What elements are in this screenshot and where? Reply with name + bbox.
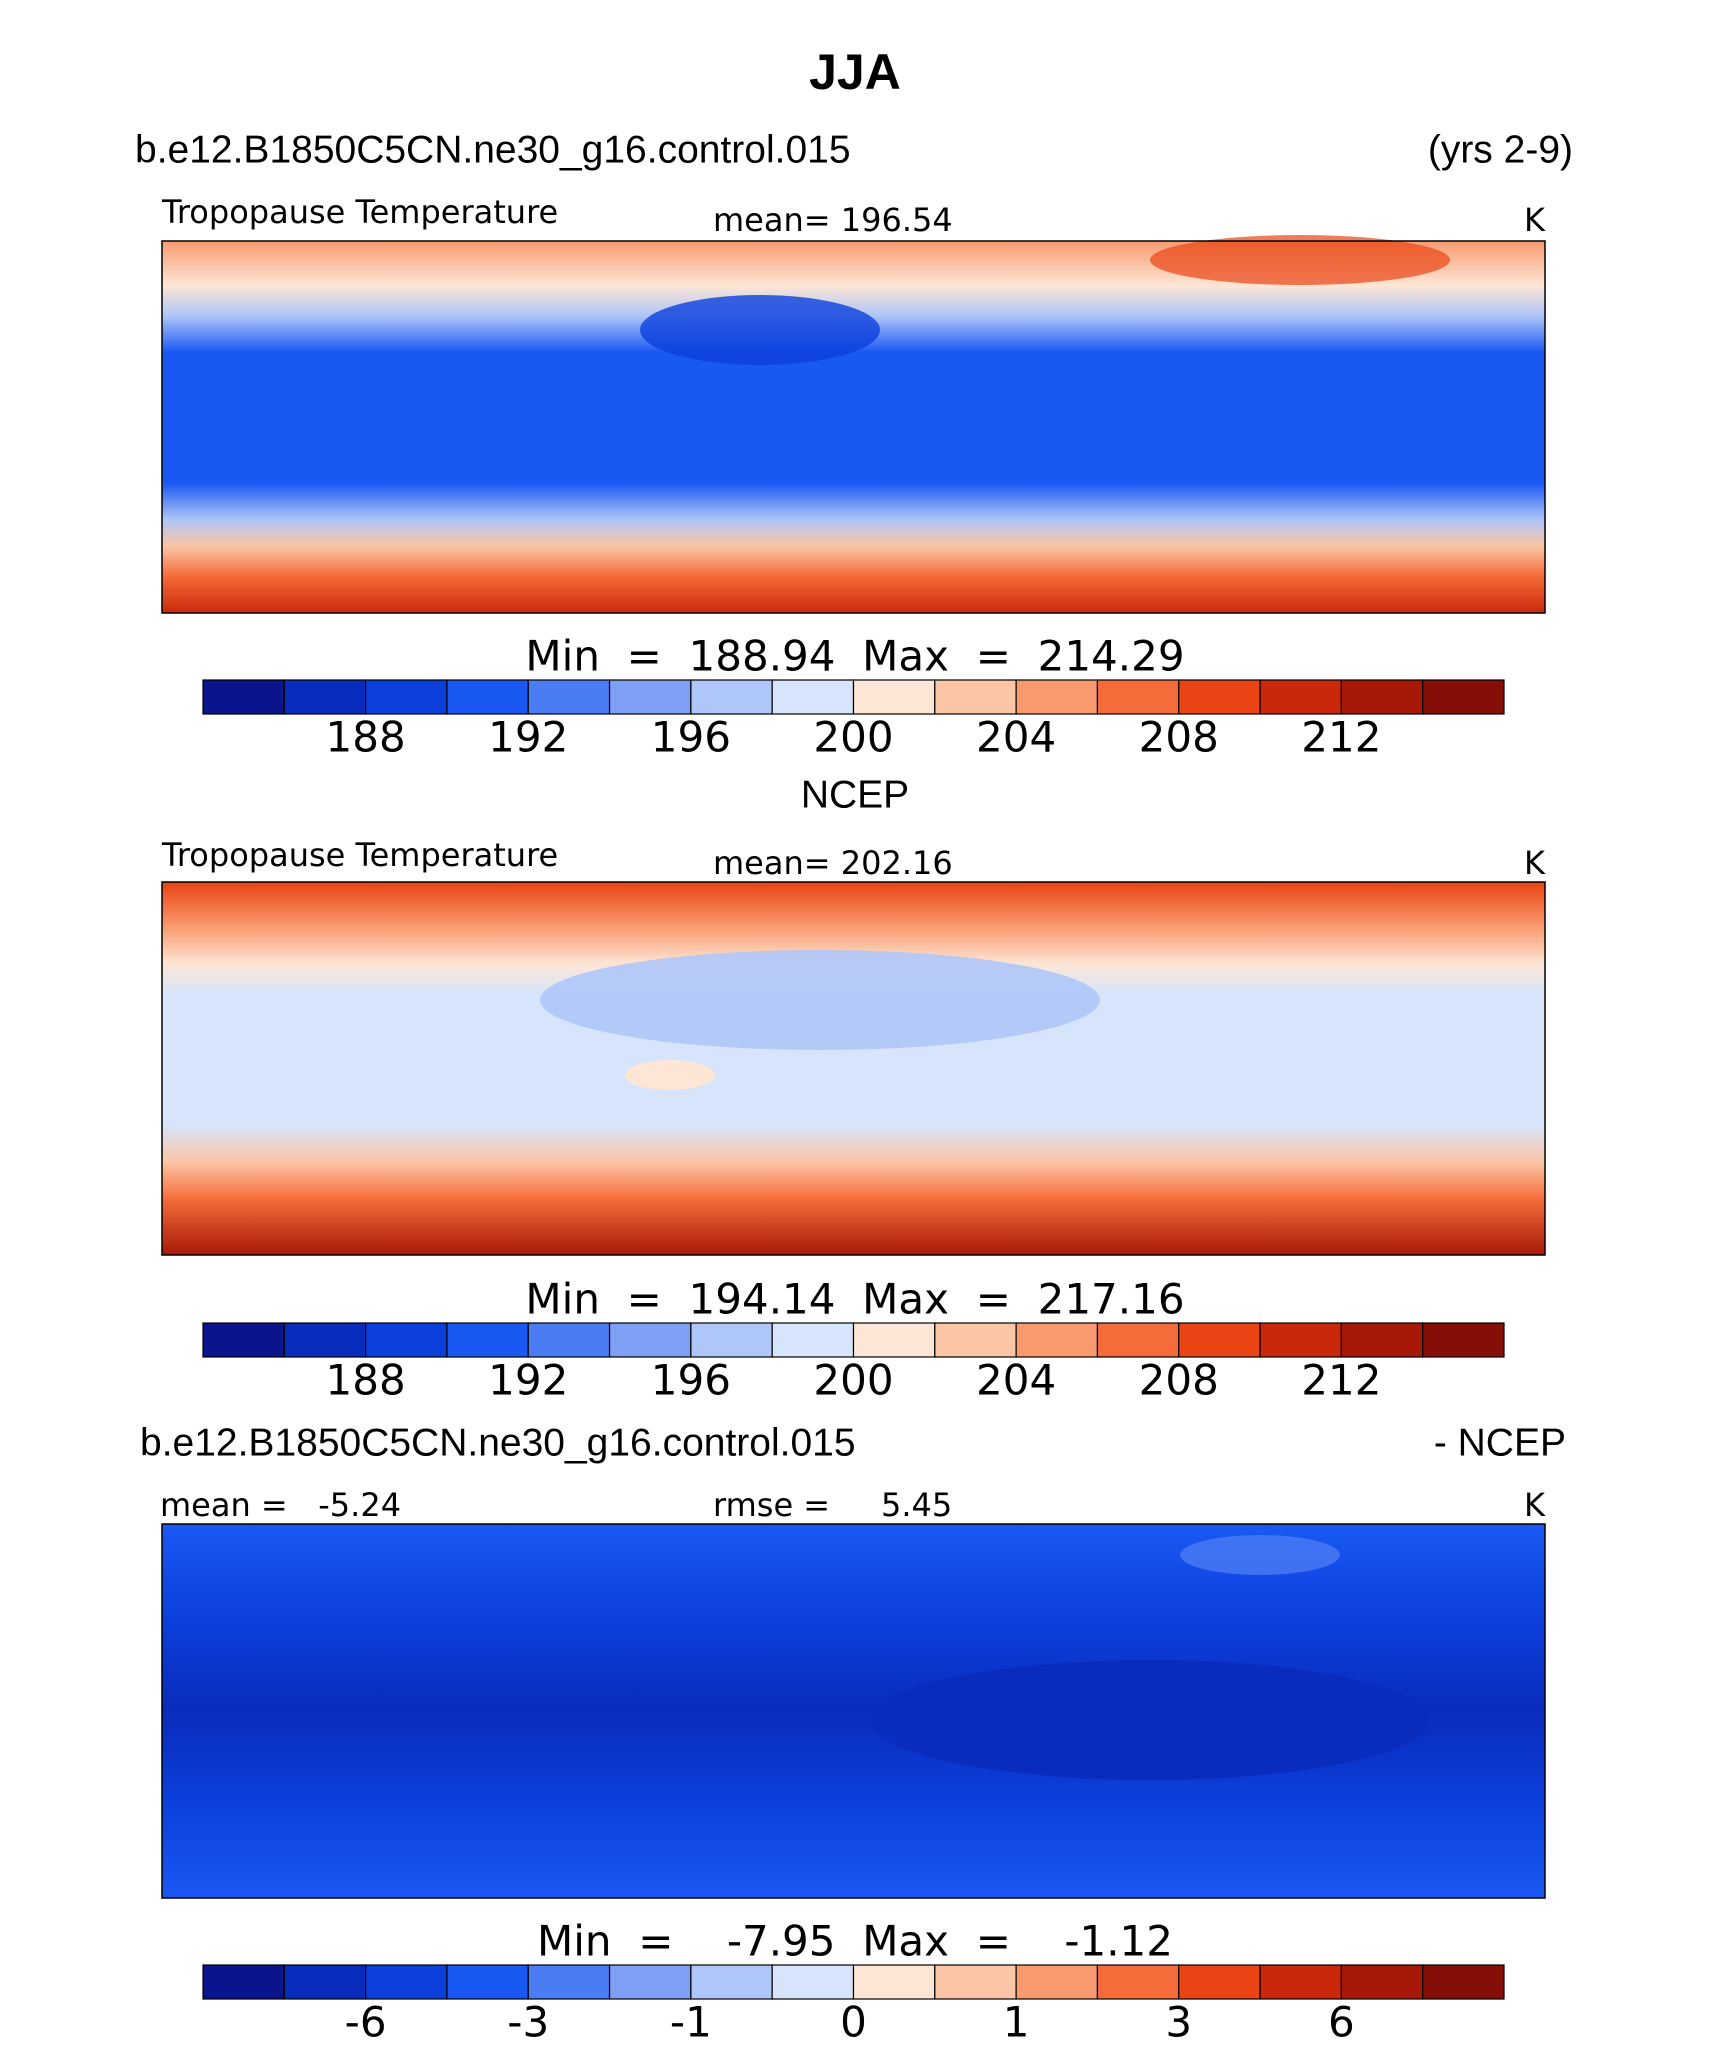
colorbar-box — [1015, 1964, 1099, 2000]
case-name: NCEP — [801, 773, 909, 816]
colorbar-box — [690, 1964, 773, 2000]
colorbar-box — [446, 679, 529, 715]
colorbar-box — [1259, 1964, 1342, 2000]
colorbar-box — [1178, 1322, 1261, 1358]
colorbar-label: 196 — [651, 713, 731, 762]
rmse: rmse = 5.45 — [713, 1486, 952, 1524]
colorbar-box — [1096, 1322, 1180, 1358]
colorbar-box — [1015, 679, 1099, 715]
colorbar-box — [365, 1322, 448, 1358]
units: K — [1524, 1486, 1546, 1524]
map — [161, 881, 1546, 1256]
colorbar-box — [771, 679, 855, 715]
colorbar-label: 0 — [840, 1998, 867, 2047]
colorbar-label: -6 — [345, 1998, 387, 2047]
mean: mean= 196.54 — [713, 201, 953, 239]
colorbar-box — [771, 1322, 855, 1358]
variable: Tropopause Temperature — [161, 193, 558, 231]
colorbar-box — [690, 1322, 773, 1358]
colorbar-box — [527, 1964, 611, 2000]
colorbar-box — [283, 1964, 367, 2000]
colorbar-label: 208 — [1139, 713, 1219, 762]
colorbar-box — [283, 1322, 367, 1358]
colorbar-box — [1178, 1964, 1261, 2000]
colorbar-box — [1096, 679, 1180, 715]
colorbar-box — [202, 1964, 285, 2000]
colorbar-box — [446, 1322, 529, 1358]
colorbar-label: 188 — [326, 1356, 406, 1405]
map — [161, 1523, 1546, 1899]
colorbar-box — [1422, 1964, 1505, 2000]
units: K — [1524, 844, 1546, 882]
colorbar-box — [283, 679, 367, 715]
colorbar-label: 200 — [813, 713, 893, 762]
colorbar-box — [1422, 679, 1505, 715]
colorbar-box — [852, 1322, 936, 1358]
colorbar-box — [934, 679, 1017, 715]
colorbar-label: -1 — [670, 1998, 712, 2047]
min-max: Min = -7.95 Max = -1.12 — [537, 1917, 1173, 1966]
colorbar-label: 212 — [1301, 713, 1381, 762]
colorbar-label: 204 — [976, 1356, 1056, 1405]
colorbar: 188 192 196 200 204 208 212 — [202, 679, 1505, 762]
colorbar-box — [771, 1964, 855, 2000]
variable: Tropopause Temperature — [161, 836, 558, 874]
colorbar-box — [1340, 679, 1424, 715]
colorbar-box — [608, 1964, 692, 2000]
colorbar-label: 1 — [1003, 1998, 1030, 2047]
colorbar-label: -3 — [507, 1998, 549, 2047]
colorbar: -6 -3 -1 0 1 3 6 — [202, 1964, 1505, 2047]
colorbar-label: 196 — [651, 1356, 731, 1405]
figure-title: JJA — [809, 44, 901, 100]
colorbar-box — [527, 679, 611, 715]
colorbar-box — [527, 1322, 611, 1358]
colorbar-label: 188 — [326, 713, 406, 762]
colorbar-label: 192 — [488, 713, 568, 762]
colorbar-box — [1178, 679, 1261, 715]
colorbar-box — [1340, 1322, 1424, 1358]
min-max: Min = 188.94 Max = 214.29 — [525, 632, 1184, 681]
colorbar-box — [608, 679, 692, 715]
mean: mean= 202.16 — [713, 844, 953, 882]
colorbar-box — [690, 679, 773, 715]
mean: mean = -5.24 — [160, 1486, 401, 1524]
colorbar-label: 6 — [1328, 1998, 1355, 2047]
colorbar-label: 212 — [1301, 1356, 1381, 1405]
colorbar-box — [1096, 1964, 1180, 2000]
colorbar-box — [202, 1322, 285, 1358]
colorbar-label: 3 — [1165, 1998, 1192, 2047]
colorbar: 188 192 196 200 204 208 212 — [202, 1322, 1505, 1405]
colorbar-box — [1015, 1322, 1099, 1358]
colorbar-box — [1259, 679, 1342, 715]
colorbar-box — [446, 1964, 529, 2000]
units: K — [1524, 201, 1546, 239]
case-name: b.e12.B1850C5CN.ne30_g16.control.015 — [135, 128, 851, 171]
colorbar-label: 208 — [1139, 1356, 1219, 1405]
colorbar-box — [852, 1964, 936, 2000]
min-max: Min = 194.14 Max = 217.16 — [525, 1275, 1184, 1324]
colorbar-box — [608, 1322, 692, 1358]
colorbar-box — [365, 1964, 448, 2000]
colorbar-box — [1259, 1322, 1342, 1358]
colorbar-label: 200 — [813, 1356, 893, 1405]
colorbar-box — [365, 679, 448, 715]
map — [161, 235, 1546, 614]
period: (yrs 2-9) — [1428, 128, 1573, 171]
colorbar-label: 204 — [976, 713, 1056, 762]
suffix: - NCEP — [1434, 1421, 1566, 1464]
colorbar-label: 192 — [488, 1356, 568, 1405]
colorbar-box — [1340, 1964, 1424, 2000]
colorbar-box — [934, 1964, 1017, 2000]
colorbar-box — [202, 679, 285, 715]
colorbar-box — [934, 1322, 1017, 1358]
colorbar-box — [1422, 1322, 1505, 1358]
case-name: b.e12.B1850C5CN.ne30_g16.control.015 — [140, 1421, 856, 1464]
colorbar-box — [852, 679, 936, 715]
